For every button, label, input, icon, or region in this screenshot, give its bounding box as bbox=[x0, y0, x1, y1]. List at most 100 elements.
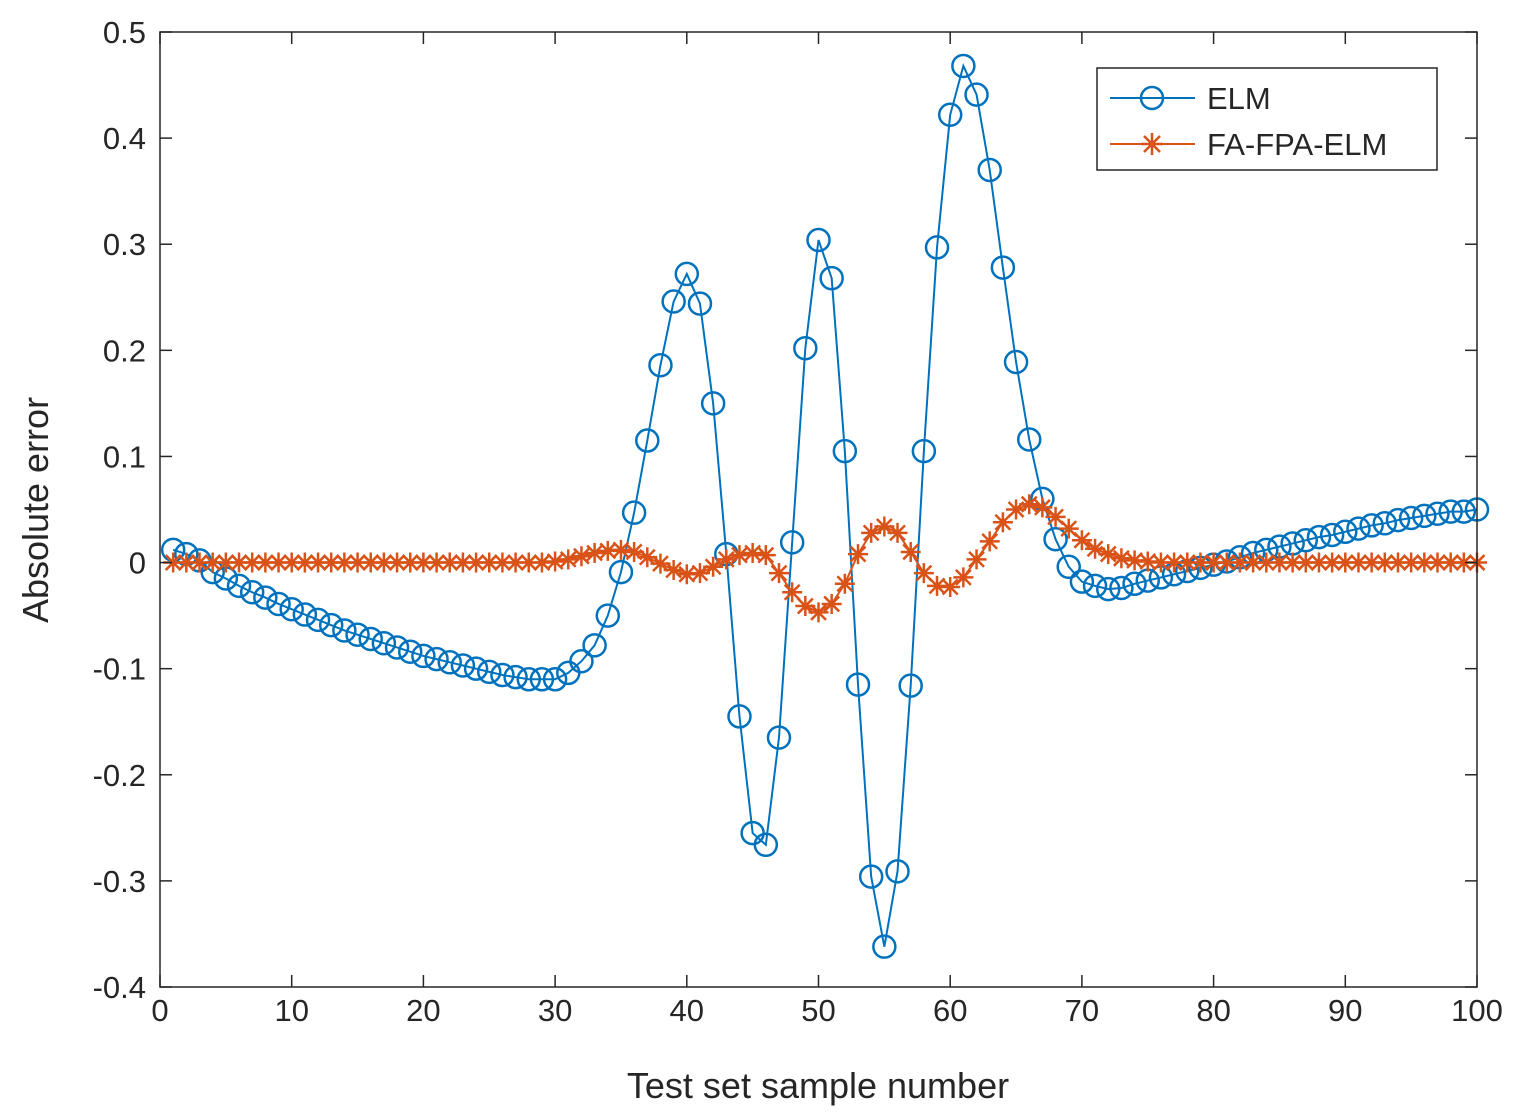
data-point-fa-fpa-elm bbox=[1229, 552, 1250, 573]
data-point-elm bbox=[424, 646, 449, 672]
data-point-elm bbox=[608, 559, 634, 585]
y-tick-label: 0.2 bbox=[103, 333, 146, 368]
data-point-elm bbox=[1346, 516, 1371, 541]
data-point-fa-fpa-elm bbox=[584, 543, 605, 564]
data-point-fa-fpa-elm bbox=[900, 541, 921, 562]
x-tick-label: 30 bbox=[538, 993, 572, 1028]
data-point-elm bbox=[332, 618, 357, 643]
data-point-elm bbox=[1082, 573, 1108, 599]
data-point-elm bbox=[621, 500, 647, 525]
data-point-elm bbox=[371, 630, 397, 656]
data-point-fa-fpa-elm bbox=[755, 545, 776, 566]
data-point-fa-fpa-elm bbox=[479, 552, 500, 573]
data-point-elm bbox=[477, 659, 502, 685]
data-point-elm bbox=[832, 438, 858, 464]
data-point-fa-fpa-elm bbox=[1085, 538, 1106, 559]
plot-area bbox=[160, 53, 1490, 959]
data-point-fa-fpa-elm bbox=[848, 544, 869, 565]
data-point-fa-fpa-elm bbox=[1387, 552, 1408, 573]
data-point-fa-fpa-elm bbox=[953, 567, 974, 588]
data-point-fa-fpa-elm bbox=[874, 516, 895, 537]
data-point-elm bbox=[1451, 499, 1477, 524]
data-point-elm bbox=[1359, 513, 1384, 538]
data-point-fa-fpa-elm bbox=[795, 596, 816, 617]
data-point-elm bbox=[1043, 526, 1068, 552]
data-point-fa-fpa-elm bbox=[1453, 552, 1474, 573]
data-point-fa-fpa-elm bbox=[1177, 552, 1198, 573]
data-point-elm bbox=[990, 255, 1016, 280]
data-point-elm bbox=[674, 261, 700, 287]
data-point-fa-fpa-elm bbox=[1374, 552, 1395, 573]
data-point-fa-fpa-elm bbox=[940, 576, 961, 597]
data-point-fa-fpa-elm bbox=[242, 552, 263, 573]
legend: ELM FA-FPA-ELM bbox=[1096, 67, 1438, 171]
data-point-fa-fpa-elm bbox=[229, 552, 250, 573]
data-point-fa-fpa-elm bbox=[426, 552, 447, 573]
data-point-fa-fpa-elm bbox=[861, 522, 882, 543]
data-point-fa-fpa-elm bbox=[663, 559, 684, 580]
data-point-elm bbox=[1412, 503, 1437, 529]
data-point-fa-fpa-elm bbox=[821, 593, 842, 614]
data-point-elm bbox=[885, 859, 910, 884]
data-point-fa-fpa-elm bbox=[334, 552, 355, 573]
data-point-fa-fpa-elm bbox=[1243, 552, 1264, 573]
legend-marker-circle-icon bbox=[1139, 85, 1165, 111]
data-point-fa-fpa-elm bbox=[202, 552, 223, 573]
data-point-fa-fpa-elm bbox=[834, 573, 855, 594]
x-tick-label: 100 bbox=[1451, 993, 1503, 1028]
data-point-fa-fpa-elm bbox=[321, 552, 342, 573]
data-point-elm bbox=[898, 673, 923, 698]
data-point-elm bbox=[766, 725, 792, 750]
data-point-fa-fpa-elm bbox=[176, 552, 197, 573]
data-point-fa-fpa-elm bbox=[215, 552, 236, 573]
data-point-fa-fpa-elm bbox=[1361, 552, 1382, 573]
data-point-fa-fpa-elm bbox=[1348, 552, 1369, 573]
data-point-elm bbox=[239, 580, 265, 605]
data-point-fa-fpa-elm bbox=[1045, 506, 1066, 527]
data-point-fa-fpa-elm bbox=[1019, 494, 1040, 515]
data-point-fa-fpa-elm bbox=[1216, 552, 1237, 573]
data-point-fa-fpa-elm bbox=[676, 564, 697, 585]
y-tick-label: -0.4 bbox=[93, 970, 146, 1005]
data-point-fa-fpa-elm bbox=[1124, 550, 1145, 571]
data-point-fa-fpa-elm bbox=[650, 553, 671, 574]
data-point-fa-fpa-elm bbox=[1058, 518, 1079, 539]
data-point-elm bbox=[858, 864, 884, 889]
x-tick-label: 80 bbox=[1196, 993, 1230, 1028]
data-point-fa-fpa-elm bbox=[913, 563, 934, 584]
data-point-elm bbox=[872, 934, 897, 959]
data-point-fa-fpa-elm bbox=[1269, 552, 1290, 573]
data-point-elm bbox=[635, 428, 660, 453]
data-point-elm bbox=[700, 391, 726, 416]
data-point-elm bbox=[516, 667, 542, 692]
data-point-elm bbox=[951, 53, 976, 79]
y-tick-label: -0.3 bbox=[93, 864, 146, 899]
data-point-fa-fpa-elm bbox=[1150, 552, 1171, 573]
data-point-elm bbox=[253, 585, 278, 610]
data-point-fa-fpa-elm bbox=[1427, 552, 1448, 573]
data-point-fa-fpa-elm bbox=[1203, 552, 1224, 573]
series-elm bbox=[160, 53, 1490, 959]
x-tick-label: 0 bbox=[151, 993, 168, 1028]
data-point-fa-fpa-elm bbox=[360, 552, 381, 573]
data-point-fa-fpa-elm bbox=[268, 552, 289, 573]
data-point-fa-fpa-elm bbox=[1295, 552, 1316, 573]
data-point-fa-fpa-elm bbox=[466, 552, 487, 573]
data-point-fa-fpa-elm bbox=[637, 547, 658, 568]
data-point-elm bbox=[1385, 507, 1411, 533]
y-tick-label: 0.5 bbox=[103, 15, 146, 50]
data-point-elm bbox=[292, 602, 318, 627]
data-point-elm bbox=[318, 612, 344, 638]
x-tick-label: 70 bbox=[1065, 993, 1099, 1028]
data-point-fa-fpa-elm bbox=[492, 552, 513, 573]
x-tick-label: 60 bbox=[933, 993, 967, 1028]
x-tick-label: 20 bbox=[406, 993, 440, 1028]
data-point-elm bbox=[1122, 571, 1147, 597]
data-point-elm bbox=[819, 265, 844, 291]
data-point-elm bbox=[661, 289, 686, 314]
y-tick-label: -0.1 bbox=[93, 652, 146, 687]
y-tick-label: 0.3 bbox=[103, 227, 146, 262]
x-tick-label: 50 bbox=[801, 993, 835, 1028]
data-point-fa-fpa-elm bbox=[716, 549, 737, 570]
x-tick-label: 90 bbox=[1328, 993, 1362, 1028]
